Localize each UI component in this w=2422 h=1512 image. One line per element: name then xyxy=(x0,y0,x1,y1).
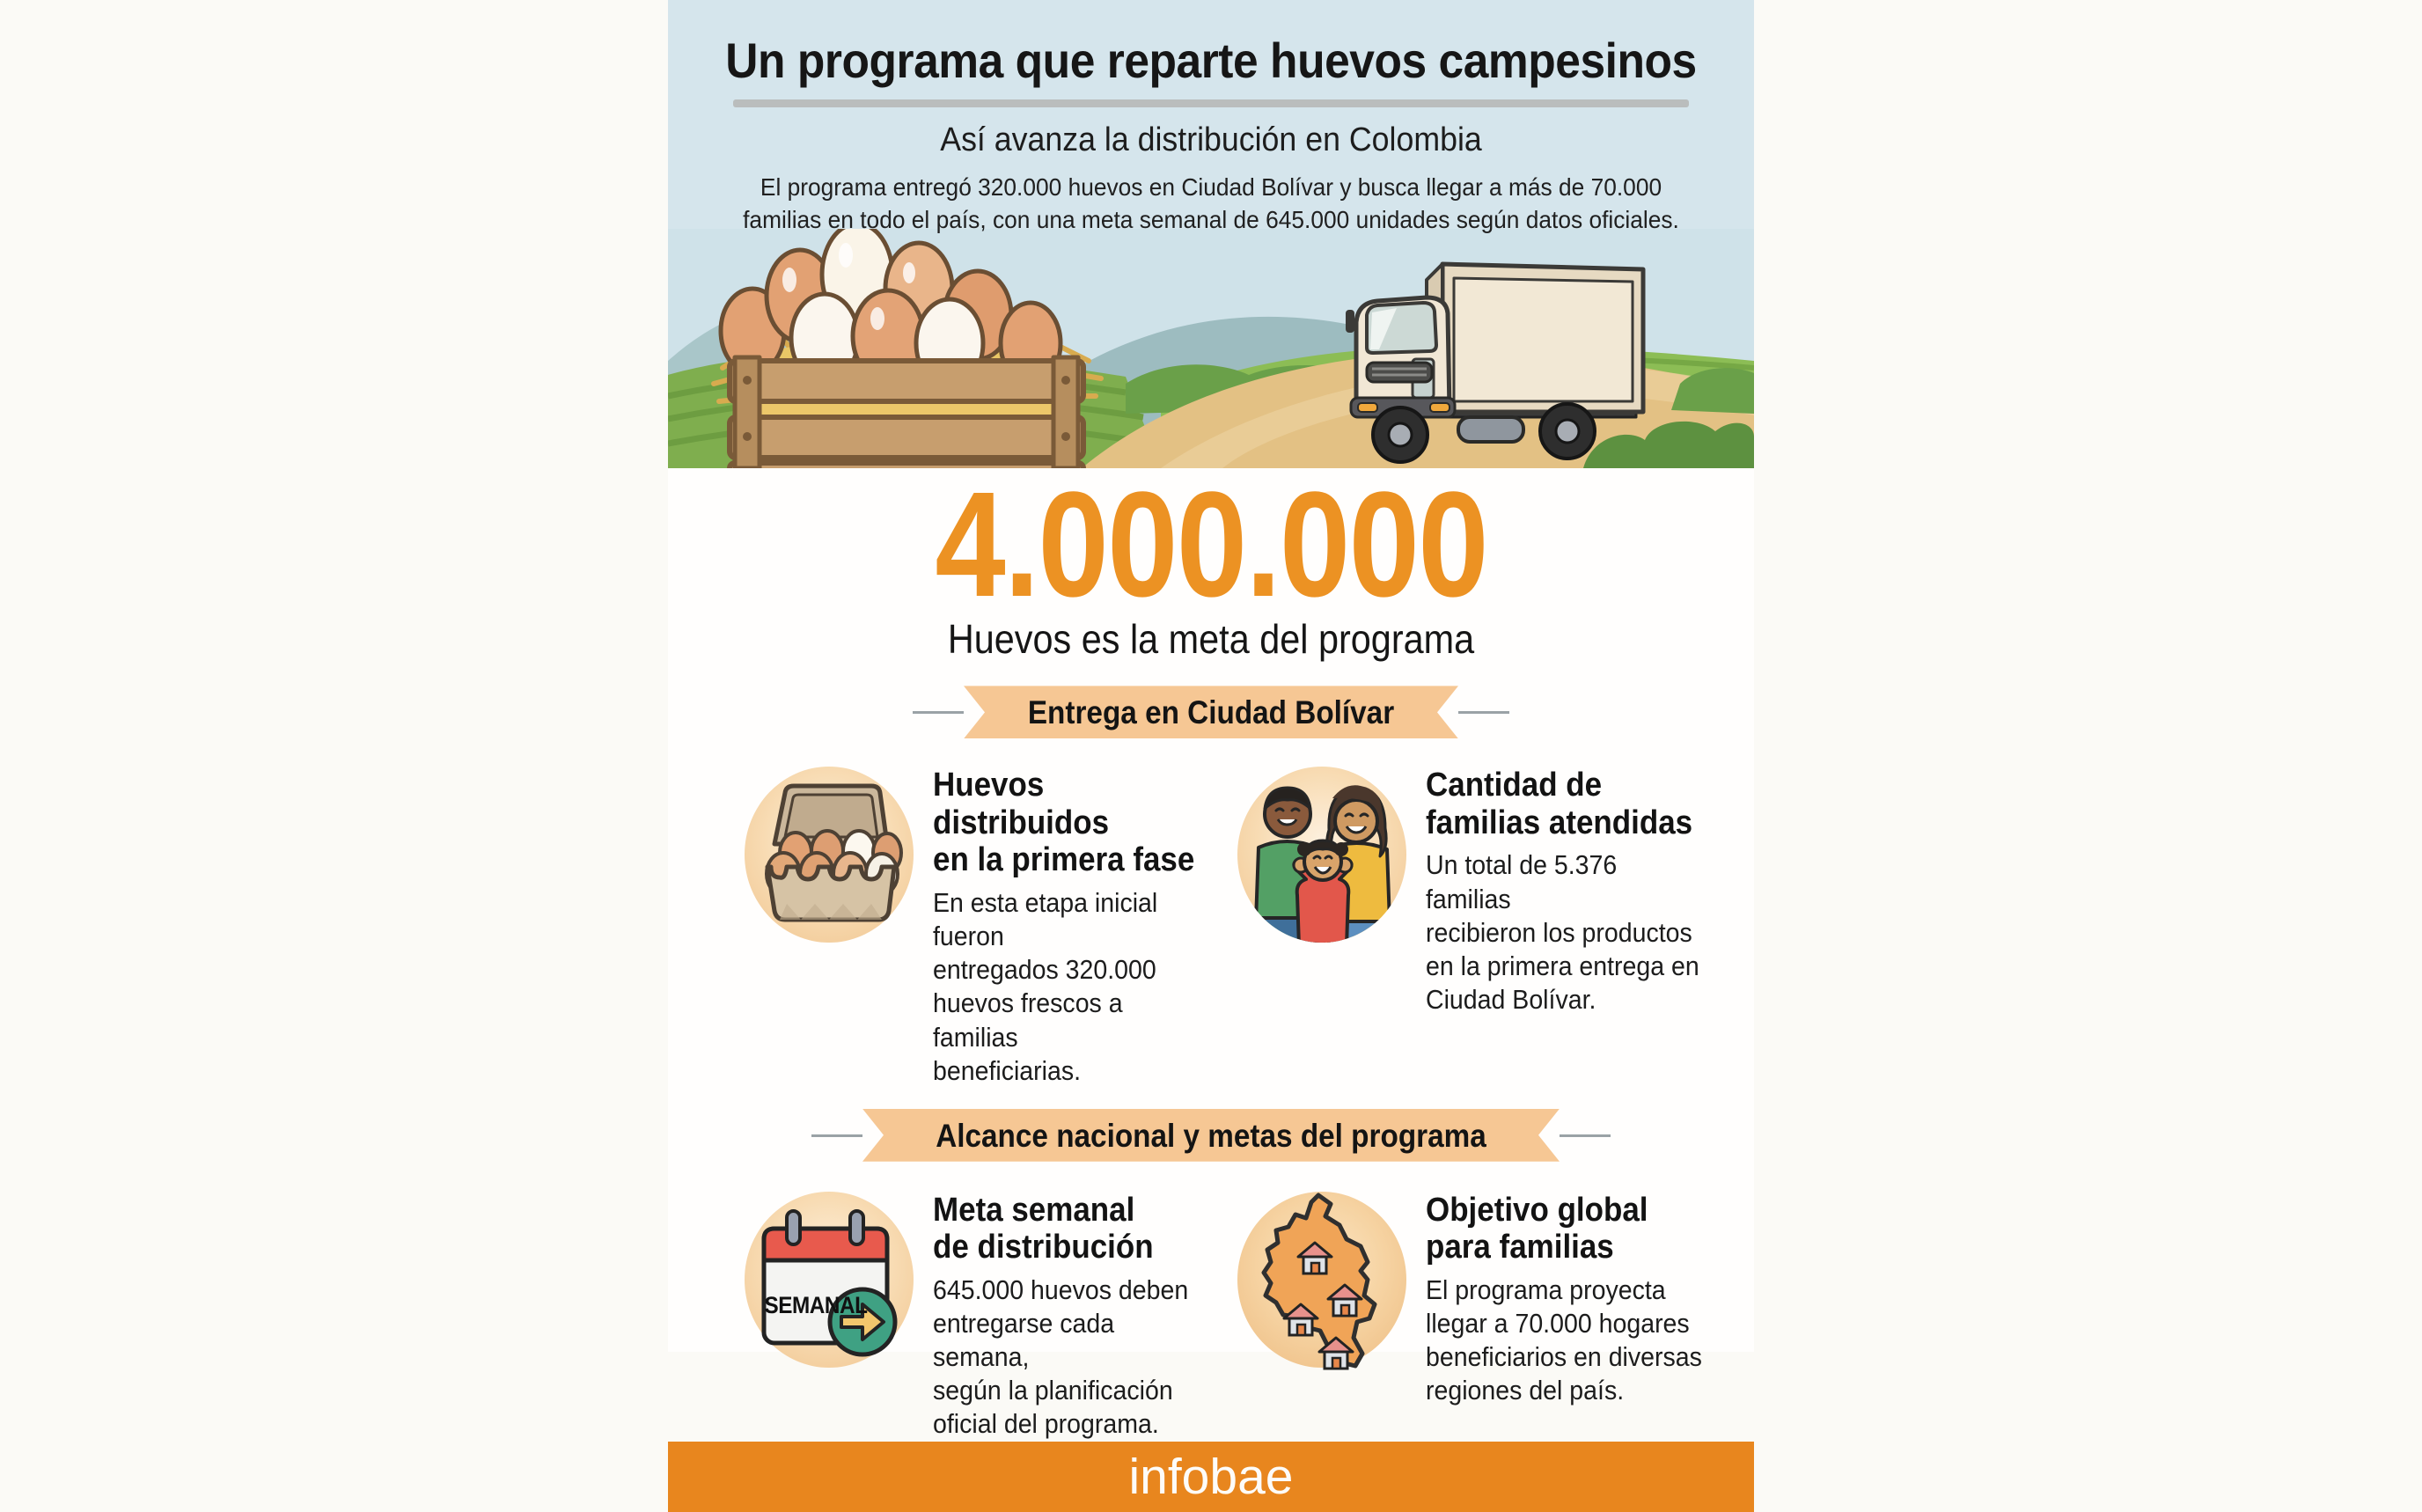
card-meta-semanal: SEMANAL Meta semanal de distribución 645… xyxy=(741,1188,1234,1442)
card-body: El programa proyecta llegar a 70.000 hog… xyxy=(1426,1273,1702,1406)
hero-section: Un programa que reparte huevos campesino… xyxy=(668,0,1754,468)
family-icon xyxy=(1234,763,1410,946)
title-divider xyxy=(733,99,1689,107)
card-body: Un total de 5.376 familias recibieron lo… xyxy=(1426,849,1699,1015)
card-title: Objetivo global para familias xyxy=(1426,1191,1648,1266)
ribbon-shape xyxy=(964,686,1458,738)
farm-illustration xyxy=(668,229,1754,468)
calendar-icon: SEMANAL xyxy=(741,1188,917,1371)
ribbon-shape xyxy=(862,1109,1560,1162)
page-subtitle: Así avanza la distribución en Colombia xyxy=(940,121,1482,158)
intro-paragraph: El programa entregó 320.000 huevos en Ci… xyxy=(743,172,1679,233)
card-body: 645.000 huevos deben entregarse cada sem… xyxy=(933,1273,1189,1440)
footer-bar: infobae xyxy=(668,1441,1754,1512)
egg-crate xyxy=(711,229,1104,468)
calendar-label: SEMANAL xyxy=(764,1291,868,1318)
card-body: En esta etapa inicial fueron entregados … xyxy=(933,887,1158,1086)
card-title: Meta semanal de distribución xyxy=(933,1191,1154,1266)
card-familias-atendidas: Cantidad de familias atendidas Un total … xyxy=(1234,763,1727,1087)
hero-stat: 4.000.000 xyxy=(668,461,1754,628)
section-banner-entrega: Entrega en Ciudad Bolívar xyxy=(913,686,1509,738)
section-banner-label: Entrega en Ciudad Bolívar xyxy=(1027,694,1395,731)
section-banner-alcance: Alcance nacional y metas del programa xyxy=(811,1109,1611,1162)
stat-caption: Huevos es la meta del programa xyxy=(947,616,1475,663)
egg-carton-icon xyxy=(741,763,917,946)
truck xyxy=(1346,261,1646,464)
card-objetivo-global: Objetivo global para familias El program… xyxy=(1234,1188,1727,1442)
stat-number: 4.000.000 xyxy=(935,461,1488,628)
hero-text-block: Un programa que reparte huevos campesino… xyxy=(668,33,1754,237)
page-title: Un programa que reparte huevos campesino… xyxy=(725,33,1697,88)
infographic-poster: Un programa que reparte huevos campesino… xyxy=(668,0,1754,1512)
infobae-logo: infobae xyxy=(1128,1448,1294,1505)
card-huevos-distribuidos: Huevos distribuidos en la primera fase E… xyxy=(741,763,1234,1087)
cards-row-2: SEMANAL Meta semanal de distribución 645… xyxy=(668,1188,1754,1442)
colombia-map-icon xyxy=(1234,1188,1410,1371)
card-title: Huevos distribuidos en la primera fase xyxy=(933,767,1195,879)
section-banner-label: Alcance nacional y metas del programa xyxy=(936,1117,1486,1154)
cards-row-1: Huevos distribuidos en la primera fase E… xyxy=(668,763,1754,1087)
card-title: Cantidad de familias atendidas xyxy=(1426,767,1693,841)
